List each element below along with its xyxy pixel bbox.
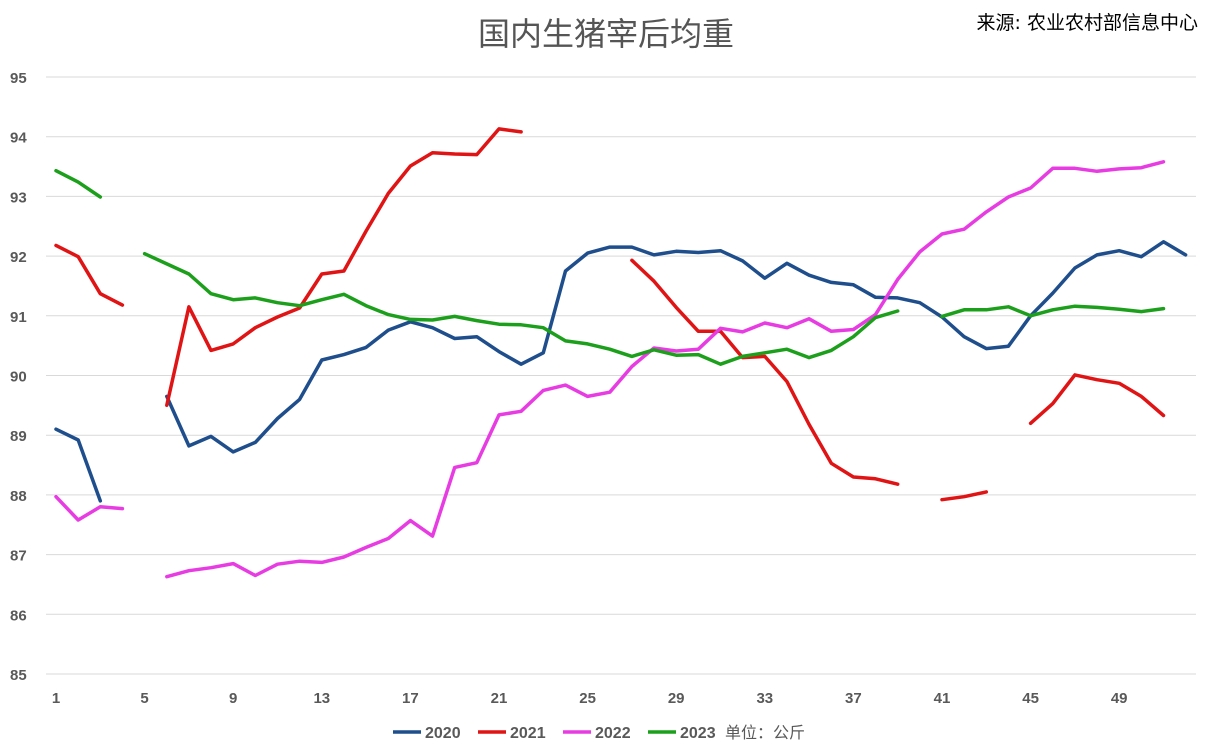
y-tick-label: 89 [10,428,27,445]
series-line-2022 [54,160,1166,579]
source-note: 来源: 农业农村部信息中心 [977,12,1198,34]
legend-label-2020: 2020 [425,725,461,742]
y-axis-ticks: 85 86 87 88 89 90 91 92 93 94 95 [10,70,27,684]
grid-lines [46,76,1196,675]
series-line-2020 [54,240,1188,503]
y-tick-label: 92 [10,249,27,266]
legend: 2020 2021 2022 2023 单位：公斤 [393,723,805,742]
y-tick-label: 86 [10,607,27,624]
x-axis-ticks: 1 5 9 13 17 21 25 29 33 37 41 45 49 [52,690,1128,707]
x-tick-label: 45 [1022,690,1039,707]
x-tick-label: 21 [491,690,508,707]
y-tick-label: 85 [10,667,27,684]
y-tick-label: 91 [10,309,27,326]
y-tick-label: 90 [10,369,27,386]
x-tick-label: 9 [229,690,237,707]
unit-label: 单位：公斤 [725,723,805,742]
chart-title: 国内生猪宰后均重 [478,15,734,53]
series-line-2023 [54,168,1166,366]
x-tick-label: 25 [579,690,596,707]
y-tick-label: 87 [10,548,27,565]
x-tick-label: 1 [52,690,60,707]
y-tick-label: 94 [10,130,27,147]
x-tick-label: 5 [140,690,148,707]
x-tick-label: 37 [845,690,862,707]
legend-label-2023: 2023 [680,725,716,742]
x-tick-label: 49 [1111,690,1128,707]
y-tick-label: 95 [10,70,27,87]
y-tick-label: 93 [10,189,27,206]
x-tick-label: 17 [402,690,419,707]
x-tick-label: 13 [313,690,330,707]
legend-label-2021: 2021 [510,725,546,742]
x-tick-label: 29 [668,690,685,707]
series-line-2021 [54,127,1166,502]
x-tick-label: 33 [756,690,773,707]
series-lines [54,127,1188,579]
y-tick-label: 88 [10,488,27,505]
x-tick-label: 41 [934,690,951,707]
legend-label-2022: 2022 [595,725,631,742]
